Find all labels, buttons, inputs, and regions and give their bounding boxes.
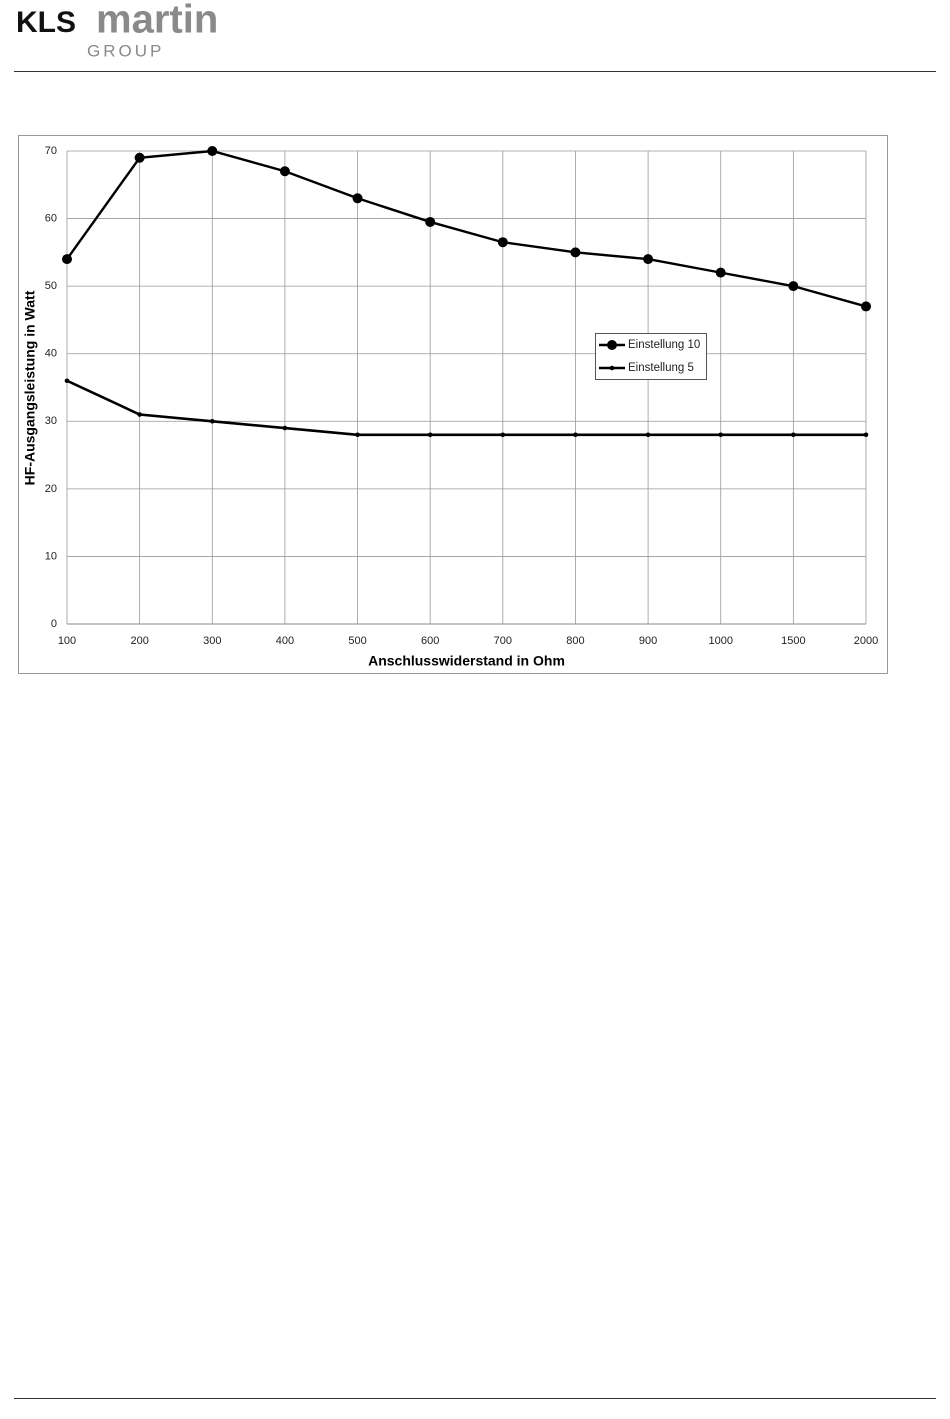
data-point	[788, 281, 799, 292]
logo-name: martin	[96, 0, 218, 42]
data-point	[64, 378, 70, 384]
data-point	[791, 432, 796, 438]
legend-marker	[609, 365, 615, 371]
series-line	[66, 149, 867, 308]
x-tick-label: 700	[494, 635, 512, 647]
data-point	[863, 432, 869, 438]
data-point	[134, 152, 145, 163]
data-point	[425, 216, 436, 227]
logo-group: GROUP	[87, 41, 164, 60]
x-tick-label: 400	[276, 635, 294, 647]
y-tick-label: 20	[45, 483, 57, 495]
chart: 0 10 20 30 40 50 60 70 100 200 300 400 500 600 700 800 9…	[22, 145, 879, 669]
x-tick-label: 800	[566, 635, 584, 647]
x-tick-label: 2000	[854, 635, 878, 647]
data-point	[62, 254, 72, 265]
data-point	[573, 432, 578, 438]
legend-label: Einstellung 10	[628, 339, 700, 351]
legend-marker	[607, 340, 617, 350]
data-point	[355, 432, 360, 438]
data-point	[500, 432, 506, 438]
x-tick-label: 300	[203, 635, 221, 647]
x-tick-label: 500	[348, 635, 366, 647]
data-point	[427, 432, 433, 438]
x-tick-label: 1500	[781, 635, 805, 647]
y-tick-label: 60	[45, 212, 57, 224]
data-point	[861, 301, 871, 312]
data-point	[282, 425, 288, 431]
y-tick-label: 0	[51, 618, 57, 630]
x-tick-label: 200	[130, 635, 148, 647]
x-axis-label: Anschlusswiderstand in Ohm	[368, 653, 565, 669]
legend-label: Einstellung 5	[628, 362, 694, 374]
data-point	[497, 237, 508, 248]
y-tick-label: 30	[45, 415, 57, 427]
data-point	[715, 267, 726, 278]
data-point	[643, 254, 654, 265]
data-point	[352, 193, 363, 204]
chart-frame	[18, 135, 888, 674]
x-tick-label: 100	[58, 635, 76, 647]
logo-brand: KLS	[16, 6, 76, 39]
y-axis-label: HF-Ausgangsleistung in Watt	[22, 290, 38, 485]
x-tick-label: 600	[421, 635, 439, 647]
data-point	[137, 412, 142, 417]
series-line	[66, 379, 866, 437]
data-point	[279, 166, 290, 177]
data-point	[570, 247, 581, 258]
data-point	[209, 418, 215, 424]
y-tick-label: 70	[45, 145, 57, 157]
x-tick-label: 900	[639, 635, 657, 647]
y-tick-label: 10	[45, 550, 57, 562]
x-tick-label: 1000	[708, 635, 732, 647]
data-point	[718, 432, 724, 438]
legend: Einstellung 10 Einstellung 5	[595, 333, 707, 380]
y-tick-label: 50	[45, 280, 57, 292]
data-point	[645, 432, 651, 438]
data-point	[207, 146, 218, 156]
y-tick-label: 40	[45, 348, 57, 360]
